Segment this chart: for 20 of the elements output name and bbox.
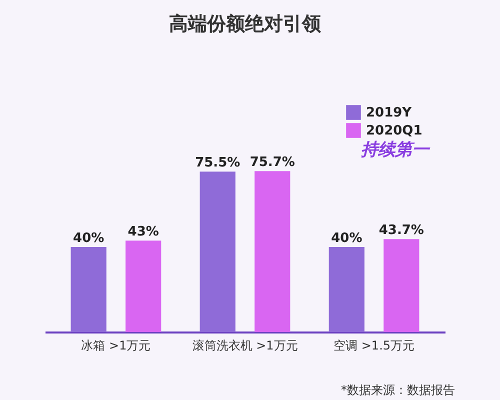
bar <box>70 247 106 332</box>
bar <box>254 171 290 332</box>
bar <box>126 240 162 332</box>
legend-label: 2019Y <box>366 106 412 120</box>
text: *数据来源：数据报告 <box>341 383 455 397</box>
data-label: 40% <box>331 231 362 246</box>
data-label: 43% <box>128 224 159 240</box>
data-label: 43.7% <box>378 223 424 238</box>
x-tick-label: 冰箱 >1万元 <box>81 338 151 352</box>
legend-label: 2020Q1 <box>366 124 422 138</box>
text: 持续第一 <box>360 140 431 160</box>
data-label: 75.5% <box>195 156 240 171</box>
data-label: 40% <box>73 231 104 246</box>
bar <box>328 247 364 332</box>
bar <box>200 172 236 332</box>
x-tick-label: 空调 >1.5万元 <box>334 338 415 352</box>
chart-title: 高端份额绝对引领 <box>169 13 322 35</box>
data-label: 75.7% <box>250 155 295 170</box>
bar <box>384 239 420 332</box>
x-tick-label: 滚筒洗衣机 >1万元 <box>192 338 298 352</box>
